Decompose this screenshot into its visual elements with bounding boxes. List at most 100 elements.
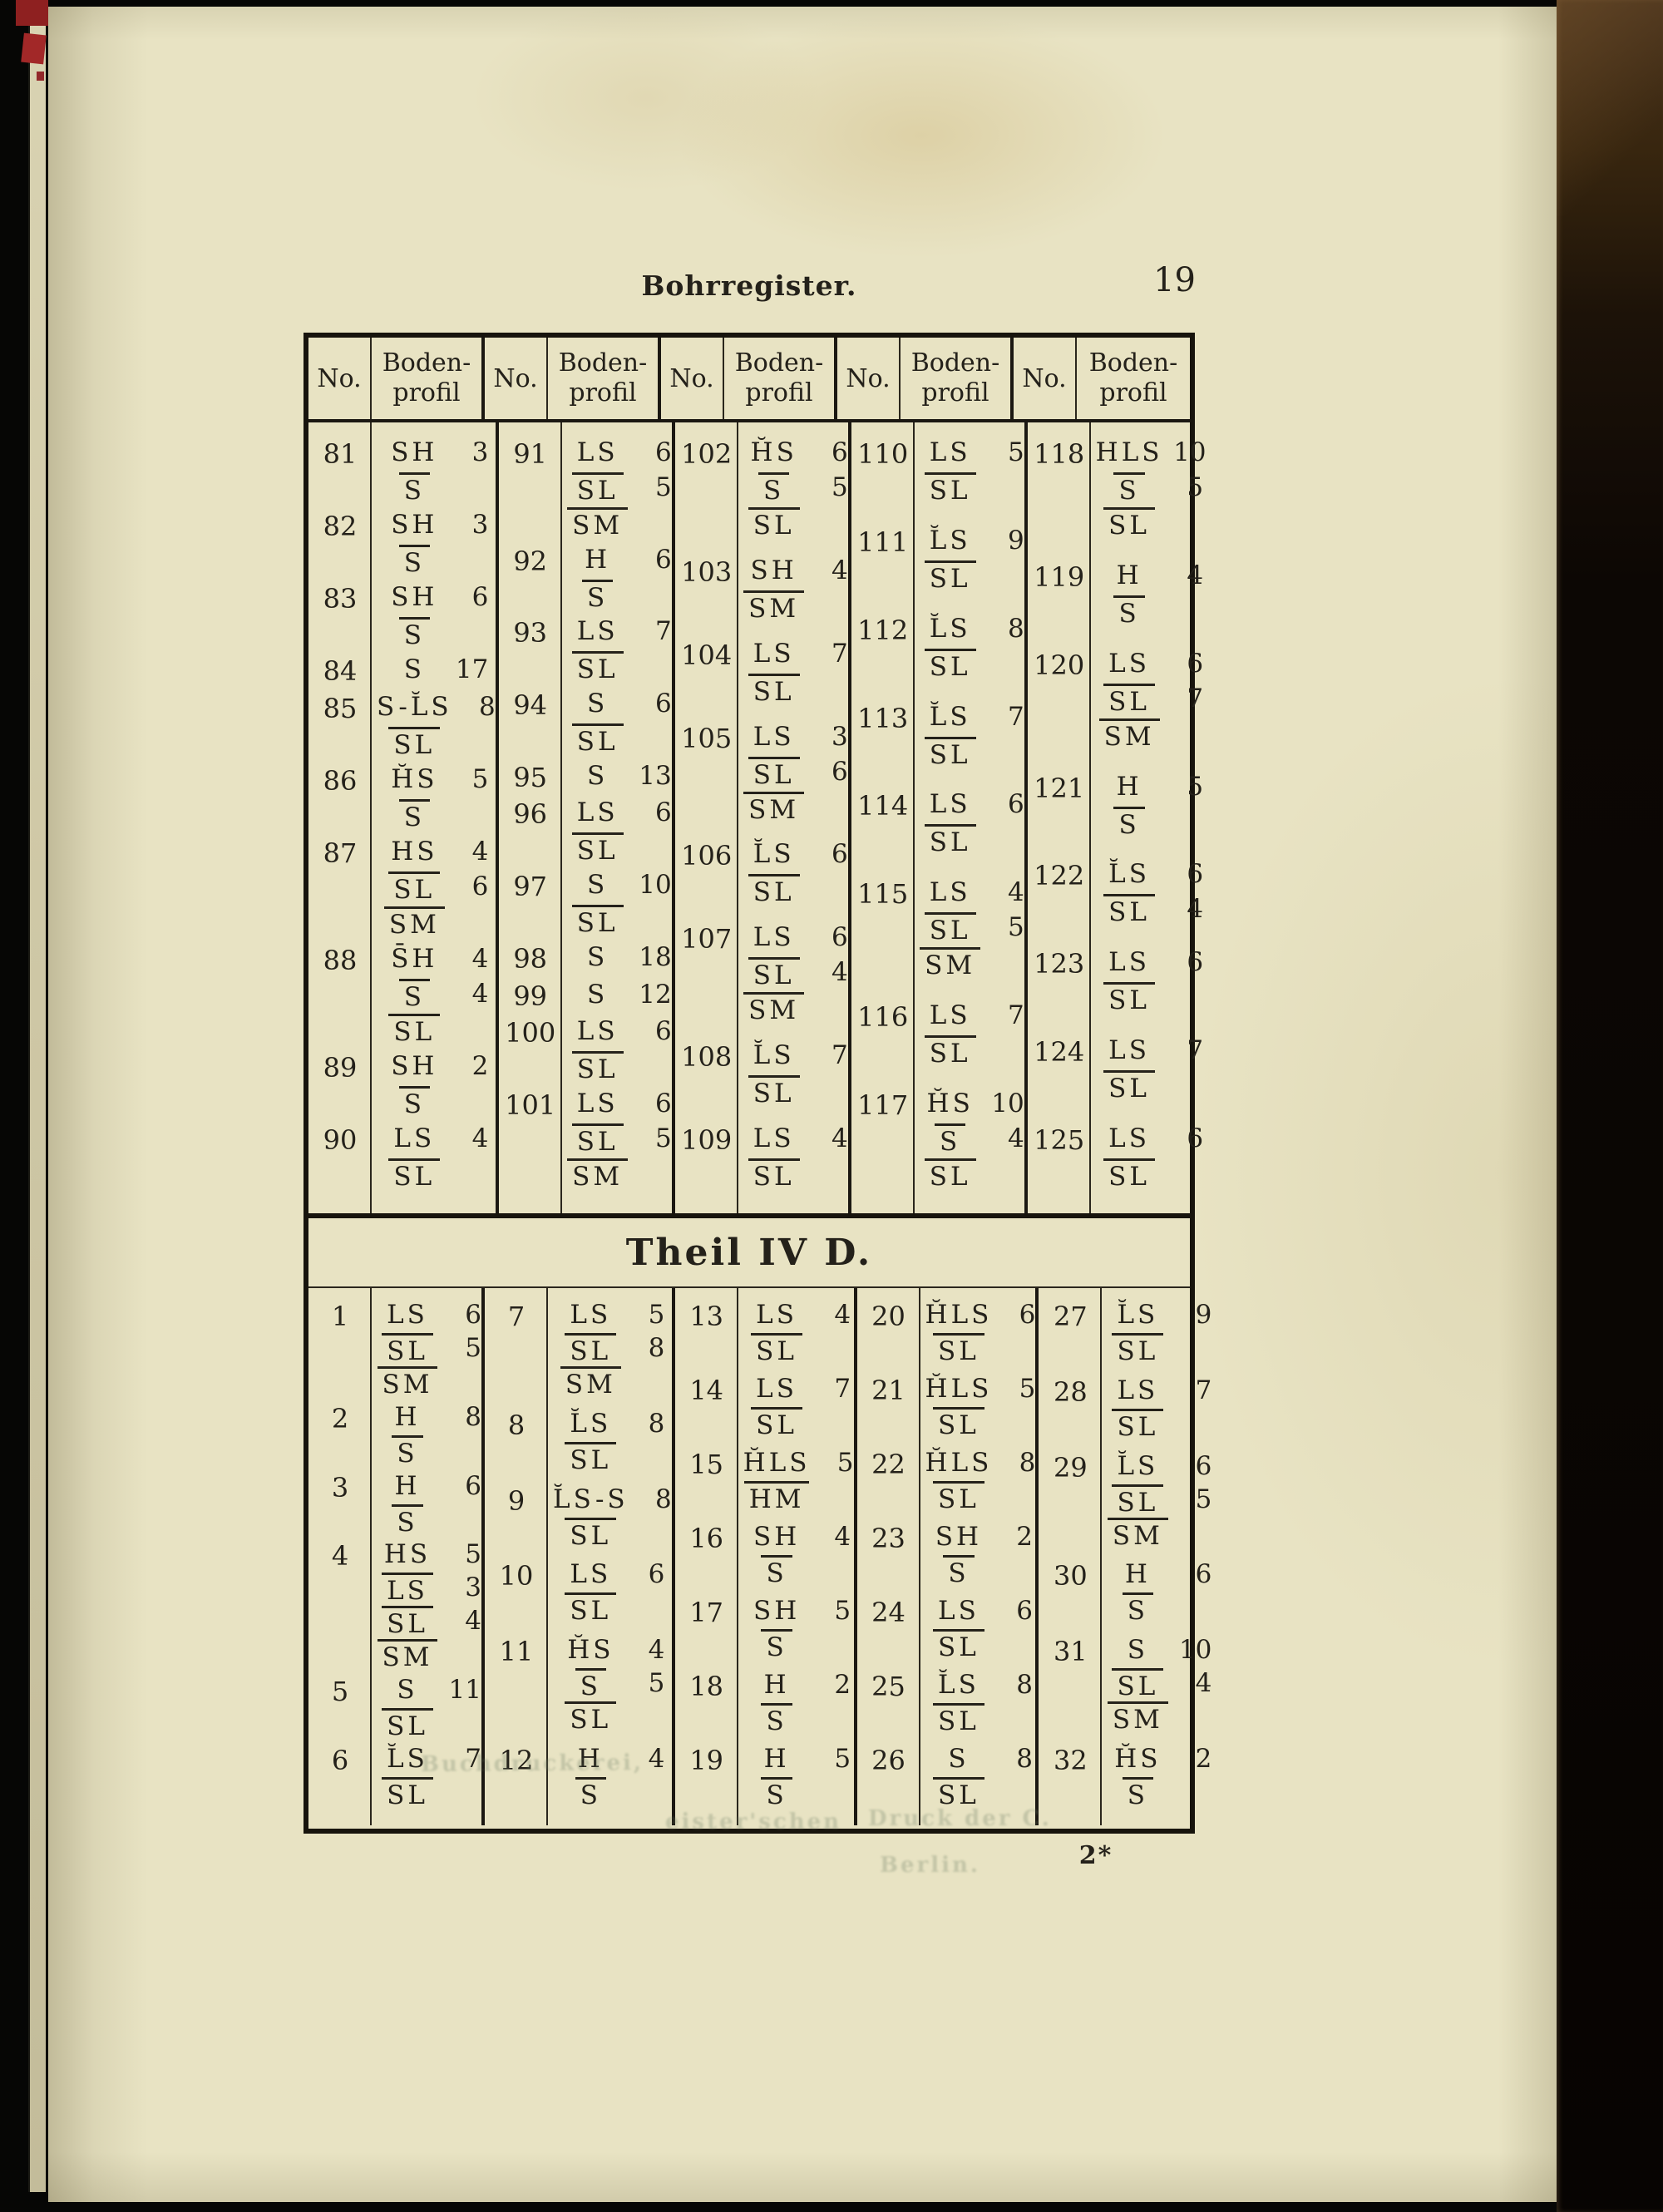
entry-number: 23 (871, 1523, 906, 1554)
register-entry: 23 SH 2 S (857, 1522, 1036, 1588)
layer-code: S (378, 654, 450, 684)
layer-code-text: H (1124, 1559, 1151, 1590)
layer-depth: 6 (471, 871, 489, 901)
layer-depth: 9 (1007, 525, 1024, 555)
layer-code-text: H̆S (750, 437, 797, 467)
layer-code-text: HS (383, 1539, 432, 1570)
layer-depth: 7 (834, 1374, 851, 1404)
profile-layer: SL (1093, 507, 1203, 542)
profile-layer: SL (562, 905, 672, 940)
entry-number: 87 (323, 837, 358, 869)
layer-code-text: L̆S-S (553, 1484, 629, 1514)
layer-code-text: LS (1108, 648, 1150, 679)
register-entry: 4 HS 5 LS 3 SL 4 SM (308, 1539, 481, 1672)
entry-profile: H̆S 5 S (372, 764, 496, 834)
layer-code-text: SL (748, 1158, 800, 1192)
layer-code: HLS (1091, 437, 1168, 467)
register-entry: 27 L̆S 9 SL (1039, 1300, 1211, 1366)
layer-code: SL (372, 1708, 443, 1741)
layer-code-text: SH (753, 1596, 801, 1626)
layer-depth: 8 (654, 1484, 672, 1514)
profile-layer: SL (923, 1407, 1033, 1440)
layer-code-text: SH (935, 1522, 983, 1552)
layer-code: SL (1093, 1070, 1165, 1104)
layer-code-text: SL (565, 1441, 617, 1475)
layer-code: SL (372, 1606, 443, 1639)
register-entry: 6 L̆S 7 SL (308, 1744, 481, 1810)
register-entry: 107 LS 6 SL 4 SM (675, 922, 848, 1027)
layer-code-text: SL (388, 1158, 441, 1192)
layer-code: SH (378, 1051, 450, 1081)
profile-layer: SL (741, 1407, 851, 1440)
entry-profile: LS 6 SL (562, 797, 672, 867)
register-entry: 116 LS 7 SL (851, 1000, 1024, 1070)
profile-layer: SM (738, 791, 848, 827)
layer-depth: 5 (1187, 771, 1204, 802)
entry-number: 81 (323, 438, 358, 470)
register-entry: 82 SH 3 S (308, 510, 496, 580)
entry-number: 3 (331, 1471, 349, 1503)
profile-layer: SL 5 (562, 1123, 672, 1158)
layer-code: SH (378, 437, 450, 467)
register-entry: 104 LS 7 SL (675, 639, 848, 709)
profile-layer: LS 6 (1093, 947, 1203, 982)
profile-layer: S (923, 1555, 1033, 1588)
profile-layer: H̆S 6 (738, 437, 848, 472)
col-header-bodenprofil: Boden-profil (370, 338, 481, 419)
layer-code-text: SL (571, 651, 624, 684)
layer-code: SL (1093, 507, 1165, 541)
register-entry: 122 L̆S 6 SL 4 (1028, 859, 1207, 929)
layer-code: SL (915, 1158, 986, 1192)
profile-layer: LS 4 (915, 877, 1024, 912)
profile-layer: S (378, 545, 488, 580)
layer-code: SM (1093, 718, 1165, 752)
layer-code: SL (555, 1592, 626, 1626)
profile-layer: SL (555, 1517, 664, 1551)
layer-depth: 7 (465, 1743, 481, 1774)
profile-layer: L̆S 8 (555, 1409, 664, 1442)
bohrregister-table: No. Boden-profil No. Boden-profil No. Boden-p… (303, 333, 1211, 1834)
layer-code: SL (915, 560, 986, 594)
layer-code-text: H (577, 1743, 604, 1774)
layer-code: SH (378, 510, 450, 540)
layer-depth: 4 (471, 979, 489, 1009)
entry-profile: HS 5 LS 3 SL 4 SM (372, 1539, 481, 1672)
entry-profile: LS 6 SL 4 SM (738, 922, 848, 1027)
layer-code-text: LS (929, 877, 971, 908)
profile-layer: S-L̆S 8 (372, 692, 496, 727)
layer-code: S (1093, 806, 1165, 840)
profile-layer: HM (741, 1481, 851, 1514)
layer-code-text: L̆S (387, 1743, 428, 1774)
entry-number: 98 (513, 942, 548, 975)
layer-depth: 4 (471, 837, 489, 867)
layer-code-text: SH (391, 510, 438, 540)
layer-code-text: SL (571, 1123, 624, 1157)
book-cover-edge (1557, 0, 1663, 2212)
red-binding-mark (21, 32, 47, 65)
register-entry: 84 S 17 (308, 654, 496, 689)
layer-code: S (1102, 1776, 1173, 1810)
entry-number: 13 (689, 1301, 724, 1332)
layer-code: LS (555, 1300, 626, 1330)
entry-profile: LS 7 SL (1091, 1035, 1207, 1105)
entry-profile: S 10 SL 4 SM (1102, 1635, 1211, 1735)
layer-code-text: S (948, 1744, 970, 1774)
layer-code: H (1093, 560, 1165, 590)
profile-layer: LS 7 (562, 616, 672, 651)
profile-layer: H̆LS 5 (920, 1374, 1036, 1407)
layer-code: LS (915, 789, 986, 819)
profile-layer: SL (915, 648, 1024, 684)
entry-number: 114 (857, 790, 909, 822)
layer-code-text: HS (391, 837, 438, 867)
table-section-continuation: 81 SH 3 S 82 SH 3 S 83 SH 6 S 84 S 17 85 S-L̆S 8 SL 86 H̆S 5 S… (308, 422, 1207, 1218)
layer-depth: 6 (465, 1300, 481, 1330)
register-entry: 25 L̆S 8 SL (857, 1670, 1036, 1736)
layer-depth: 8 (1016, 1744, 1033, 1774)
layer-code-text: S (575, 1668, 606, 1701)
layer-code: S (738, 472, 810, 506)
layer-depth: 6 (1187, 1123, 1204, 1153)
layer-code: SL (1102, 1408, 1173, 1442)
register-entry: 17 SH 5 S (675, 1596, 854, 1662)
profile-layer: SL 6 (378, 871, 488, 906)
